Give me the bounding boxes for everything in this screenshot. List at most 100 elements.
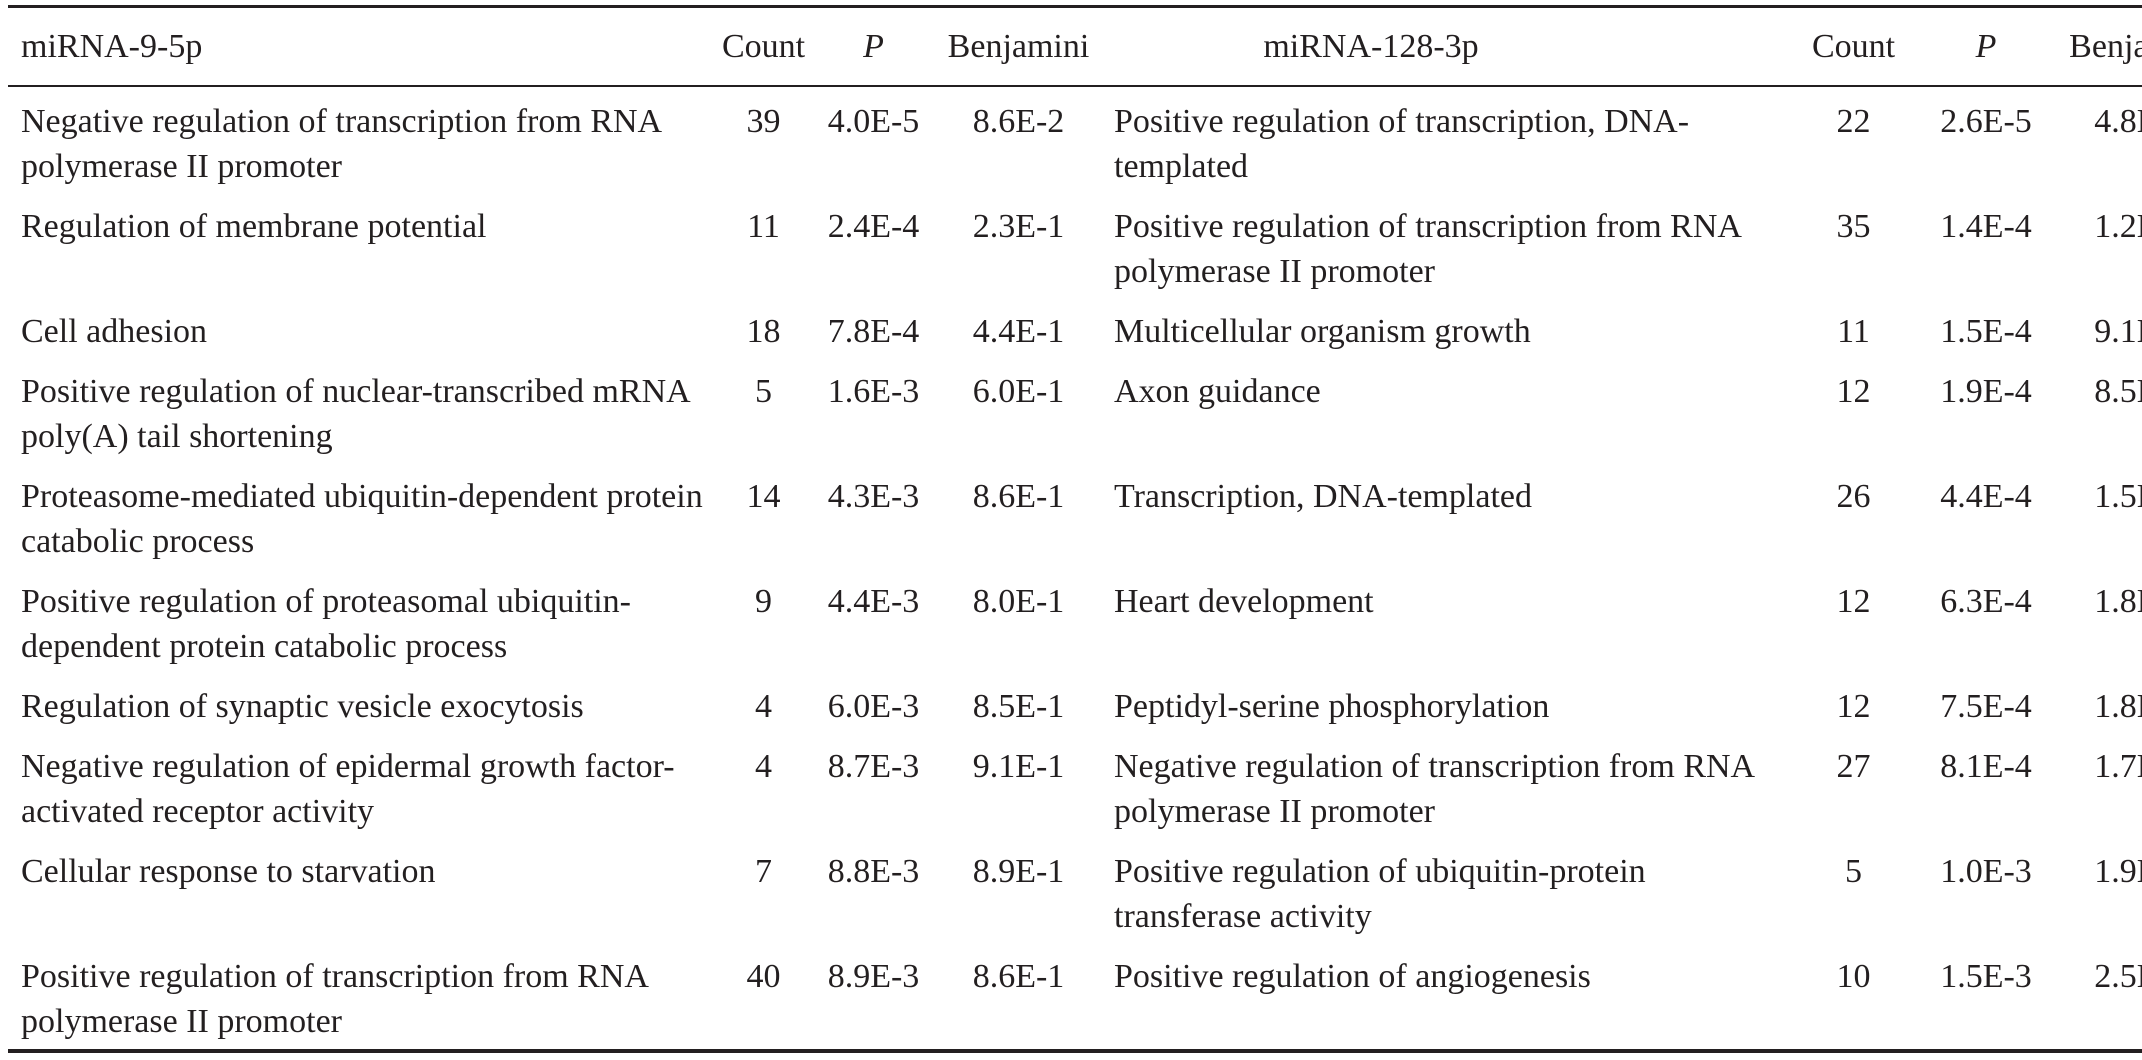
- cell-term-mirna-9-5p: Cell adhesion: [8, 301, 716, 361]
- header-p-value-1: P: [811, 7, 936, 87]
- cell-term-mirna-9-5p: Positive regulation of transcription fro…: [8, 946, 716, 1051]
- header-p-value-2: P: [1916, 7, 2056, 87]
- cell-p-value-mirna-128-3p: 1.0E-3: [1916, 841, 2056, 946]
- cell-count-mirna-128-3p: 35: [1791, 196, 1916, 301]
- cell-count-mirna-9-5p: 40: [716, 946, 811, 1051]
- table-header: miRNA-9-5p Count P Benjamini miRNA-128-3…: [8, 7, 2142, 87]
- cell-term-mirna-128-3p: Positive regulation of ubiquitin-protein…: [1101, 841, 1791, 946]
- cell-count-mirna-128-3p: 12: [1791, 361, 1916, 466]
- cell-p-value-mirna-128-3p: 1.4E-4: [1916, 196, 2056, 301]
- header-count-2: Count: [1791, 7, 1916, 87]
- cell-count-mirna-9-5p: 18: [716, 301, 811, 361]
- header-count-1: Count: [716, 7, 811, 87]
- table-row: Regulation of membrane potential 11 2.4E-4…: [8, 196, 2142, 301]
- cell-p-value-mirna-9-5p: 4.4E-3: [811, 571, 936, 676]
- cell-term-mirna-128-3p: Transcription, DNA-templated: [1101, 466, 1791, 571]
- table-row: Cellular response to starvation 7 8.8E-3 8.…: [8, 841, 2142, 946]
- cell-term-mirna-128-3p: Negative regulation of transcription fro…: [1101, 736, 1791, 841]
- cell-p-value-mirna-9-5p: 1.6E-3: [811, 361, 936, 466]
- cell-p-value-mirna-9-5p: 6.0E-3: [811, 676, 936, 736]
- cell-benjamini-mirna-128-3p: 1.9E-1: [2056, 841, 2142, 946]
- cell-term-mirna-128-3p: Positive regulation of transcription fro…: [1101, 196, 1791, 301]
- cell-benjamini-mirna-128-3p: 1.8E-1: [2056, 571, 2142, 676]
- go-enrichment-table-container: miRNA-9-5p Count P Benjamini miRNA-128-3…: [8, 5, 2134, 1053]
- cell-p-value-mirna-9-5p: 4.0E-5: [811, 86, 936, 196]
- table-row: Positive regulation of proteasomal ubiqu…: [8, 571, 2142, 676]
- cell-benjamini-mirna-9-5p: 8.9E-1: [936, 841, 1101, 946]
- cell-term-mirna-128-3p: Multicellular organism growth: [1101, 301, 1791, 361]
- table-row: Positive regulation of transcription fro…: [8, 946, 2142, 1051]
- cell-benjamini-mirna-9-5p: 4.4E-1: [936, 301, 1101, 361]
- header-mirna-128-3p: miRNA-128-3p: [1101, 7, 1791, 87]
- cell-count-mirna-128-3p: 5: [1791, 841, 1916, 946]
- cell-term-mirna-128-3p: Heart development: [1101, 571, 1791, 676]
- cell-p-value-mirna-9-5p: 8.7E-3: [811, 736, 936, 841]
- cell-p-value-mirna-128-3p: 2.6E-5: [1916, 86, 2056, 196]
- cell-benjamini-mirna-9-5p: 8.6E-1: [936, 466, 1101, 571]
- cell-p-value-mirna-128-3p: 1.5E-4: [1916, 301, 2056, 361]
- table-body: Negative regulation of transcription fro…: [8, 86, 2142, 1051]
- cell-benjamini-mirna-128-3p: 4.8E-2: [2056, 86, 2142, 196]
- table-row: Regulation of synaptic vesicle exocytosi…: [8, 676, 2142, 736]
- header-benjamini-1: Benjamini: [936, 7, 1101, 87]
- cell-p-value-mirna-128-3p: 4.4E-4: [1916, 466, 2056, 571]
- cell-benjamini-mirna-128-3p: 2.5E-1: [2056, 946, 2142, 1051]
- table-row: Cell adhesion 18 7.8E-4 4.4E-1 Multicellular…: [8, 301, 2142, 361]
- cell-term-mirna-9-5p: Positive regulation of nuclear-transcrib…: [8, 361, 716, 466]
- table-row: Positive regulation of nuclear-transcrib…: [8, 361, 2142, 466]
- cell-count-mirna-128-3p: 12: [1791, 676, 1916, 736]
- cell-term-mirna-9-5p: Regulation of synaptic vesicle exocytosi…: [8, 676, 716, 736]
- cell-p-value-mirna-9-5p: 2.4E-4: [811, 196, 936, 301]
- header-mirna-9-5p: miRNA-9-5p: [8, 7, 716, 87]
- cell-benjamini-mirna-128-3p: 1.2E-1: [2056, 196, 2142, 301]
- cell-p-value-mirna-9-5p: 4.3E-3: [811, 466, 936, 571]
- cell-count-mirna-128-3p: 26: [1791, 466, 1916, 571]
- cell-term-mirna-9-5p: Positive regulation of proteasomal ubiqu…: [8, 571, 716, 676]
- cell-benjamini-mirna-9-5p: 8.5E-1: [936, 676, 1101, 736]
- cell-p-value-mirna-9-5p: 8.8E-3: [811, 841, 936, 946]
- table-row: Proteasome-mediated ubiquitin-dependent …: [8, 466, 2142, 571]
- cell-benjamini-mirna-128-3p: 9.1E-2: [2056, 301, 2142, 361]
- cell-benjamini-mirna-9-5p: 8.6E-2: [936, 86, 1101, 196]
- cell-benjamini-mirna-9-5p: 6.0E-1: [936, 361, 1101, 466]
- cell-term-mirna-9-5p: Negative regulation of transcription fro…: [8, 86, 716, 196]
- cell-p-value-mirna-128-3p: 1.9E-4: [1916, 361, 2056, 466]
- cell-count-mirna-128-3p: 12: [1791, 571, 1916, 676]
- cell-count-mirna-128-3p: 11: [1791, 301, 1916, 361]
- cell-benjamini-mirna-128-3p: 1.5E-1: [2056, 466, 2142, 571]
- cell-benjamini-mirna-128-3p: 1.7E-1: [2056, 736, 2142, 841]
- cell-benjamini-mirna-9-5p: 2.3E-1: [936, 196, 1101, 301]
- cell-count-mirna-9-5p: 4: [716, 676, 811, 736]
- cell-benjamini-mirna-9-5p: 8.6E-1: [936, 946, 1101, 1051]
- cell-count-mirna-9-5p: 14: [716, 466, 811, 571]
- cell-count-mirna-9-5p: 7: [716, 841, 811, 946]
- cell-p-value-mirna-128-3p: 8.1E-4: [1916, 736, 2056, 841]
- go-enrichment-table: miRNA-9-5p Count P Benjamini miRNA-128-3…: [8, 5, 2142, 1053]
- cell-p-value-mirna-9-5p: 8.9E-3: [811, 946, 936, 1051]
- cell-count-mirna-9-5p: 4: [716, 736, 811, 841]
- cell-term-mirna-128-3p: Axon guidance: [1101, 361, 1791, 466]
- cell-term-mirna-9-5p: Regulation of membrane potential: [8, 196, 716, 301]
- cell-count-mirna-9-5p: 5: [716, 361, 811, 466]
- header-benjamini-2: Benjamini: [2056, 7, 2142, 87]
- cell-term-mirna-128-3p: Peptidyl-serine phosphorylation: [1101, 676, 1791, 736]
- cell-p-value-mirna-9-5p: 7.8E-4: [811, 301, 936, 361]
- cell-benjamini-mirna-9-5p: 8.0E-1: [936, 571, 1101, 676]
- cell-count-mirna-9-5p: 9: [716, 571, 811, 676]
- table-row: Negative regulation of transcription fro…: [8, 86, 2142, 196]
- cell-benjamini-mirna-9-5p: 9.1E-1: [936, 736, 1101, 841]
- cell-count-mirna-128-3p: 27: [1791, 736, 1916, 841]
- cell-count-mirna-128-3p: 10: [1791, 946, 1916, 1051]
- cell-term-mirna-9-5p: Negative regulation of epidermal growth …: [8, 736, 716, 841]
- cell-p-value-mirna-128-3p: 1.5E-3: [1916, 946, 2056, 1051]
- cell-benjamini-mirna-128-3p: 1.8E-1: [2056, 676, 2142, 736]
- cell-term-mirna-128-3p: Positive regulation of transcription, DN…: [1101, 86, 1791, 196]
- cell-term-mirna-128-3p: Positive regulation of angiogenesis: [1101, 946, 1791, 1051]
- cell-count-mirna-128-3p: 22: [1791, 86, 1916, 196]
- cell-p-value-mirna-128-3p: 6.3E-4: [1916, 571, 2056, 676]
- cell-p-value-mirna-128-3p: 7.5E-4: [1916, 676, 2056, 736]
- cell-count-mirna-9-5p: 11: [716, 196, 811, 301]
- table-row: Negative regulation of epidermal growth …: [8, 736, 2142, 841]
- cell-term-mirna-9-5p: Cellular response to starvation: [8, 841, 716, 946]
- cell-benjamini-mirna-128-3p: 8.5E-2: [2056, 361, 2142, 466]
